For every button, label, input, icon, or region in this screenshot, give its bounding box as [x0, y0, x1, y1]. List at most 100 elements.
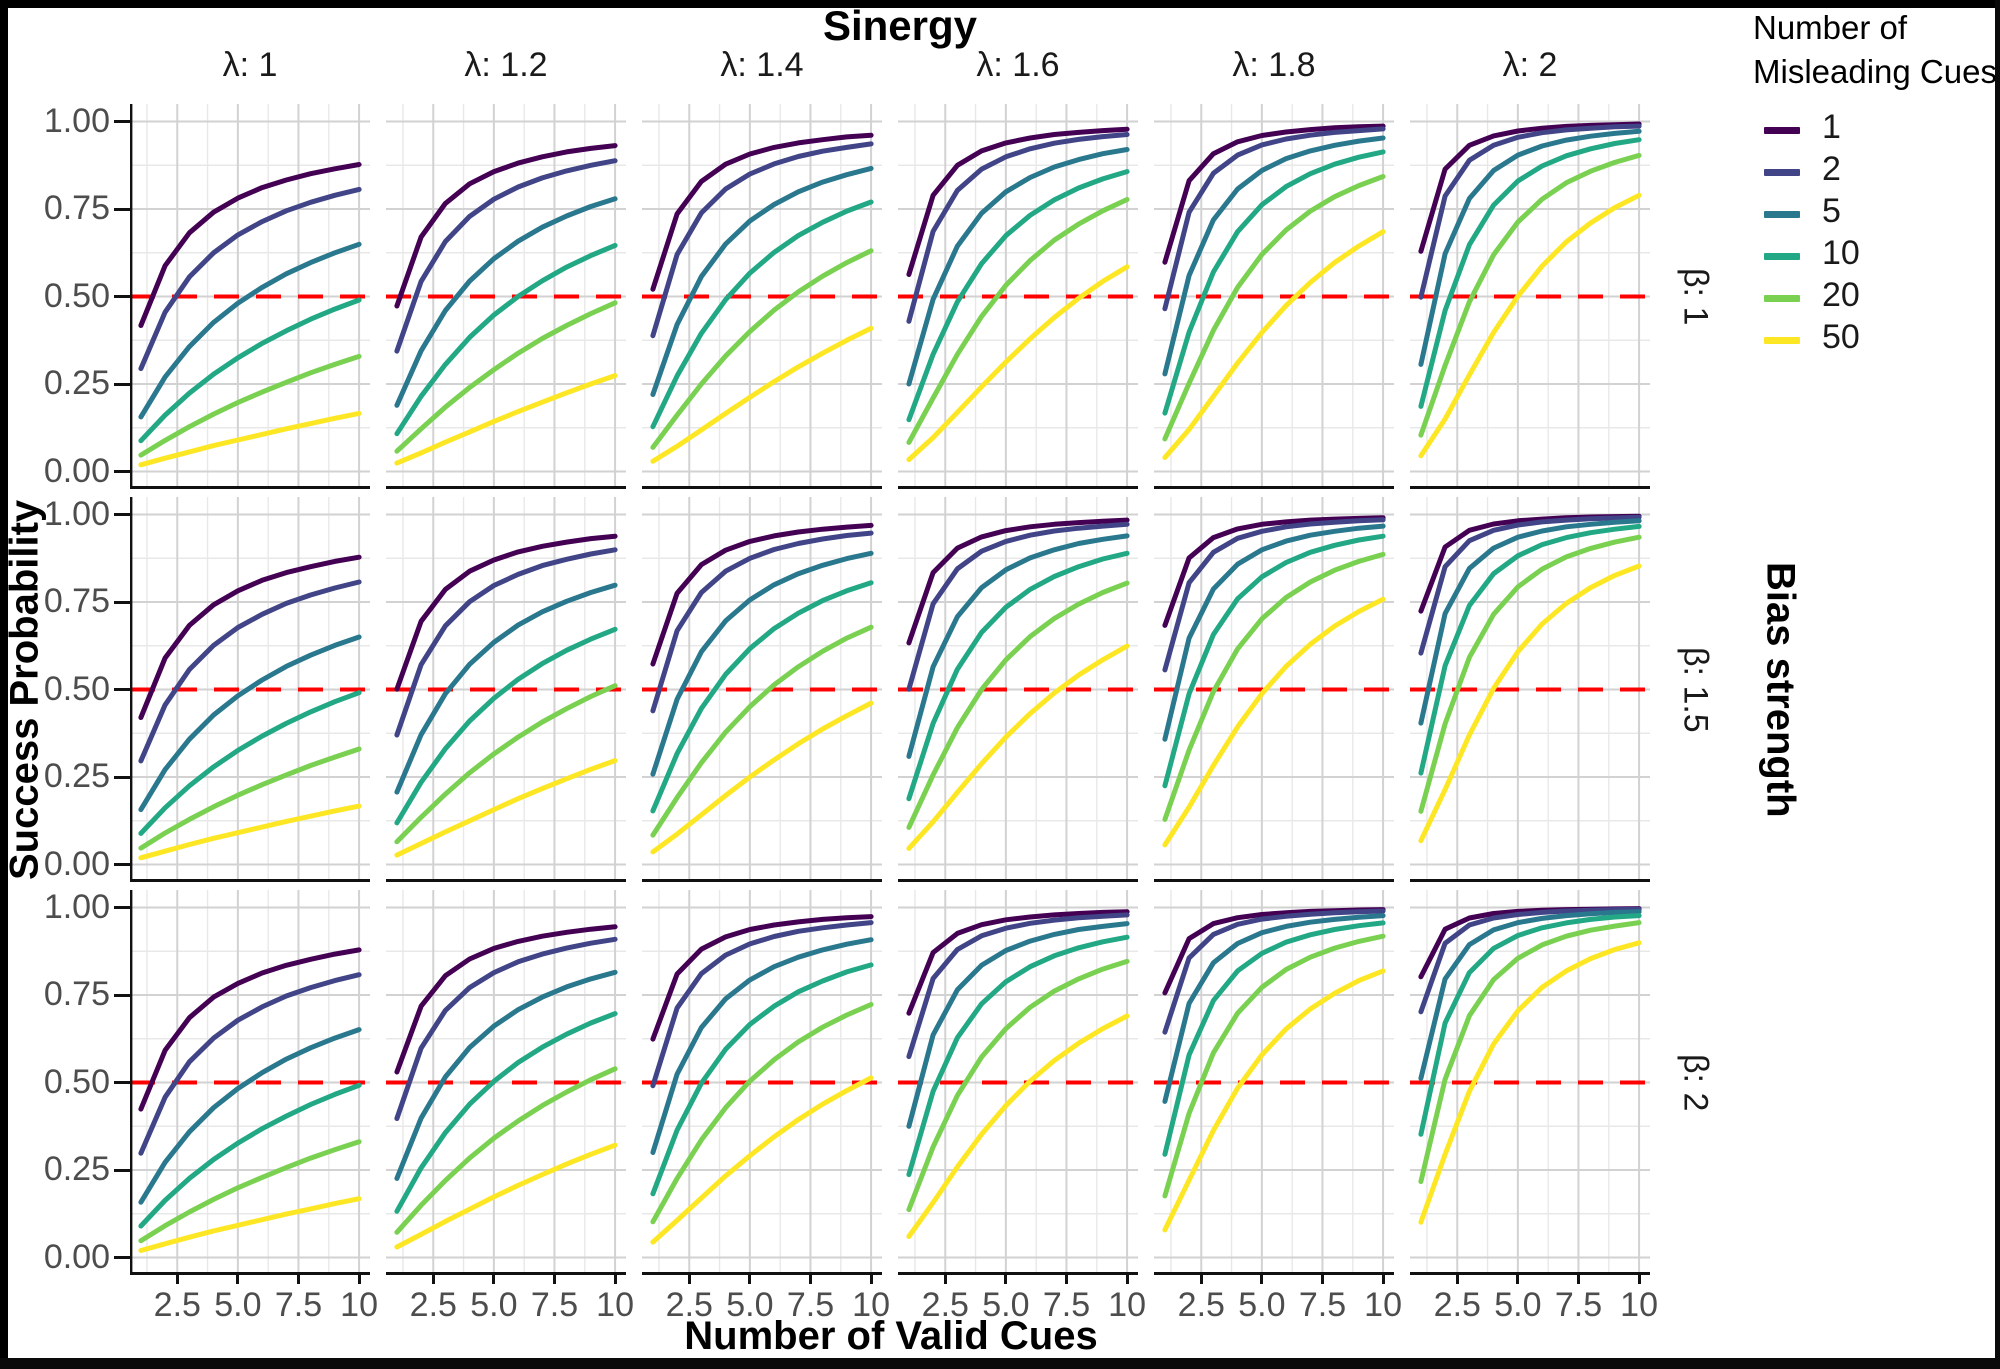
y-tick [114, 513, 130, 516]
series-line-m50 [1418, 192, 1642, 459]
facet-panel-r1c3 [642, 104, 882, 489]
series-line-m1 [394, 533, 618, 692]
series-line-m20 [138, 1139, 362, 1244]
facet-col-strip-1: λ: 1 [222, 46, 278, 84]
series-line-m20 [1418, 920, 1642, 1185]
x-tick [1125, 1275, 1129, 1284]
series-line-m1 [650, 914, 874, 1042]
facet-panel-r1c1 [130, 104, 370, 489]
x-tick-label: 2.5 [409, 1286, 457, 1324]
series-line-m10 [1418, 523, 1642, 776]
x-tick [943, 1275, 947, 1284]
y-tick [114, 688, 130, 691]
facet-col-strip-5: λ: 1.8 [1232, 46, 1316, 84]
facet-panel-r3c4 [898, 890, 1138, 1275]
x-tick-label: 7.5 [1298, 1286, 1347, 1324]
series-line-m2 [650, 530, 874, 714]
series-line-m5 [1418, 909, 1642, 1081]
x-tick-label: 2.5 [1177, 1286, 1225, 1324]
series-line-m50 [394, 758, 618, 858]
series-line-m50 [906, 1013, 1130, 1239]
x-tick-label: 5.0 [1238, 1286, 1286, 1324]
series-line-m1 [906, 909, 1130, 1016]
legend-label-5: 5 [1822, 192, 1841, 230]
legend-swatch-20 [1764, 295, 1800, 302]
series-line-m10 [1162, 533, 1386, 789]
facet-panel-r3c2 [386, 890, 626, 1275]
series-line-m2 [394, 547, 618, 738]
series-line-m50 [138, 803, 362, 861]
y-tick [114, 207, 130, 211]
series-line-m2 [138, 972, 362, 1156]
series-line-m50 [1418, 563, 1642, 844]
x-tick-label: 2.5 [665, 1286, 713, 1324]
series-line-m5 [394, 582, 618, 795]
legend-swatch-1 [1764, 127, 1800, 134]
y-tick-label: 0.25 [43, 757, 110, 795]
x-tick [236, 1275, 240, 1284]
legend-label-1: 1 [1822, 108, 1841, 146]
legend-title-line-2: Misleading Cues [1753, 53, 1997, 90]
facet-panel-r1c2 [386, 104, 626, 489]
series-line-m20 [394, 683, 618, 845]
facet-panel-r2c3 [642, 497, 882, 882]
series-line-m2 [1418, 123, 1642, 300]
x-tick-label: 10 [1620, 1286, 1658, 1324]
series-line-m5 [138, 241, 362, 420]
plot-background [8, 8, 1996, 1358]
facet-panel-r1c4 [898, 104, 1138, 489]
series-line-m5 [1418, 518, 1642, 726]
series-line-m1 [138, 162, 362, 328]
facet-panel-r1c6 [1410, 104, 1650, 489]
y-tick-label: 0.75 [43, 975, 110, 1013]
y-tick-label: 0.00 [43, 451, 110, 490]
series-line-m20 [906, 197, 1130, 445]
x-tick-label: 10 [1364, 1286, 1402, 1324]
series-line-m2 [1162, 126, 1386, 312]
x-tick [1004, 1275, 1008, 1284]
series-line-m10 [650, 199, 874, 430]
x-tick-label: 5.0 [982, 1286, 1030, 1324]
x-tick-label: 10 [340, 1286, 378, 1324]
series-line-m1 [138, 554, 362, 720]
y-tick [114, 863, 130, 866]
x-tick-label: 10 [1108, 1286, 1146, 1324]
x-tick [297, 1275, 300, 1284]
x-tick [809, 1275, 812, 1284]
y-tick-label: 1.00 [43, 101, 110, 140]
y-tick-label: 1.00 [43, 494, 110, 533]
series-line-m50 [1418, 940, 1642, 1225]
x-tick-label: 2.5 [921, 1286, 969, 1324]
series-line-m5 [906, 533, 1130, 759]
series-line-m1 [1162, 123, 1386, 265]
series-line-m2 [1162, 908, 1386, 1035]
y-tick [114, 1256, 130, 1259]
series-line-m10 [394, 626, 618, 826]
series-line-m2 [650, 920, 874, 1089]
legend-label-50: 50 [1822, 318, 1860, 356]
x-tick [175, 1275, 179, 1284]
series-line-m5 [650, 937, 874, 1155]
series-line-m2 [1162, 517, 1386, 673]
facet-panel-r1c5 [1154, 104, 1394, 489]
x-tick [1199, 1275, 1203, 1284]
series-line-m10 [394, 242, 618, 437]
facet-panel-r2c2 [386, 497, 626, 882]
series-line-m10 [138, 690, 362, 836]
series-line-m10 [1162, 149, 1386, 416]
x-tick [1637, 1275, 1641, 1284]
x-tick [613, 1275, 617, 1284]
y-tick-label: 0.00 [43, 1237, 110, 1276]
x-tick [869, 1275, 873, 1284]
series-line-m20 [650, 1002, 874, 1225]
series-line-m10 [394, 1011, 618, 1214]
series-line-m20 [906, 958, 1130, 1213]
series-line-m5 [1162, 913, 1386, 1104]
series-line-m50 [1162, 596, 1386, 848]
x-tick [1577, 1275, 1580, 1284]
series-line-m1 [906, 126, 1130, 277]
series-line-m50 [906, 264, 1130, 463]
series-line-m20 [1418, 152, 1642, 438]
x-tick [1065, 1275, 1068, 1284]
